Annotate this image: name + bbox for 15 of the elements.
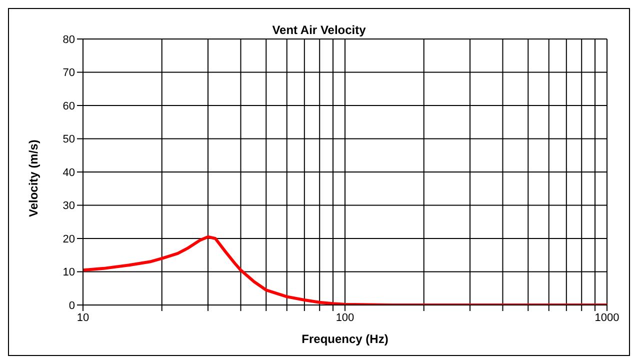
x-axis-title: Frequency (Hz) [302, 332, 388, 346]
chart-title: Vent Air Velocity [272, 23, 366, 37]
y-tick-label: 50 [62, 134, 75, 146]
y-tick-label: 20 [62, 233, 75, 246]
y-tick-label: 40 [62, 166, 75, 179]
y-tick-label: 70 [62, 67, 75, 80]
y-tick-label: 80 [62, 34, 75, 46]
x-tick-label: 100 [336, 312, 354, 324]
y-axis-title: Velocity (m/s) [26, 140, 40, 217]
y-tick-label: 30 [62, 200, 75, 212]
y-tick-label: 0 [68, 300, 75, 312]
x-tick-label: 1000 [594, 312, 620, 324]
y-tick-label: 60 [62, 100, 75, 112]
x-tick-label: 10 [76, 312, 90, 324]
y-tick-label: 10 [62, 266, 75, 279]
